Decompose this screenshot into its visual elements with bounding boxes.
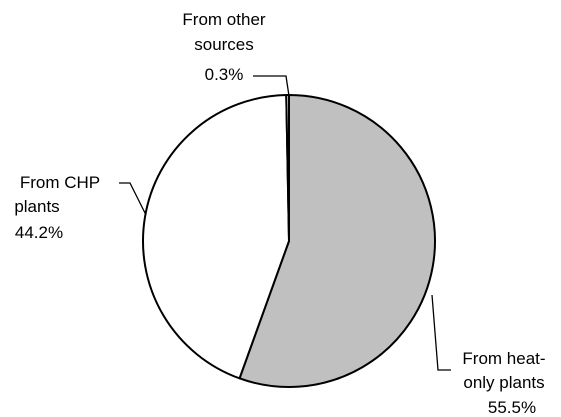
label-other-value: 0.3% [205,65,244,84]
label-heat-line2: only plants [463,373,544,392]
label-chp-line2: plants [14,197,59,216]
leader-lines [119,75,451,371]
pie-slices [142,94,436,388]
leader-line-other [253,75,290,97]
pie-slice-heat-only-plants [238,94,436,388]
label-chp-value: 44.2% [15,223,63,242]
label-chp-line1: From CHP [20,173,100,192]
leader-line-chp [119,182,147,216]
label-heat-value: 55.5% [488,398,536,417]
pie-slice-chp-plants [142,94,290,380]
slice-labels: From other sources 0.3% From CHP plants … [14,10,545,417]
leader-line-heat [431,294,451,371]
label-heat-line1: From heat- [462,349,545,368]
label-other-line1: From other [182,10,265,29]
label-other-line2: sources [194,35,254,54]
